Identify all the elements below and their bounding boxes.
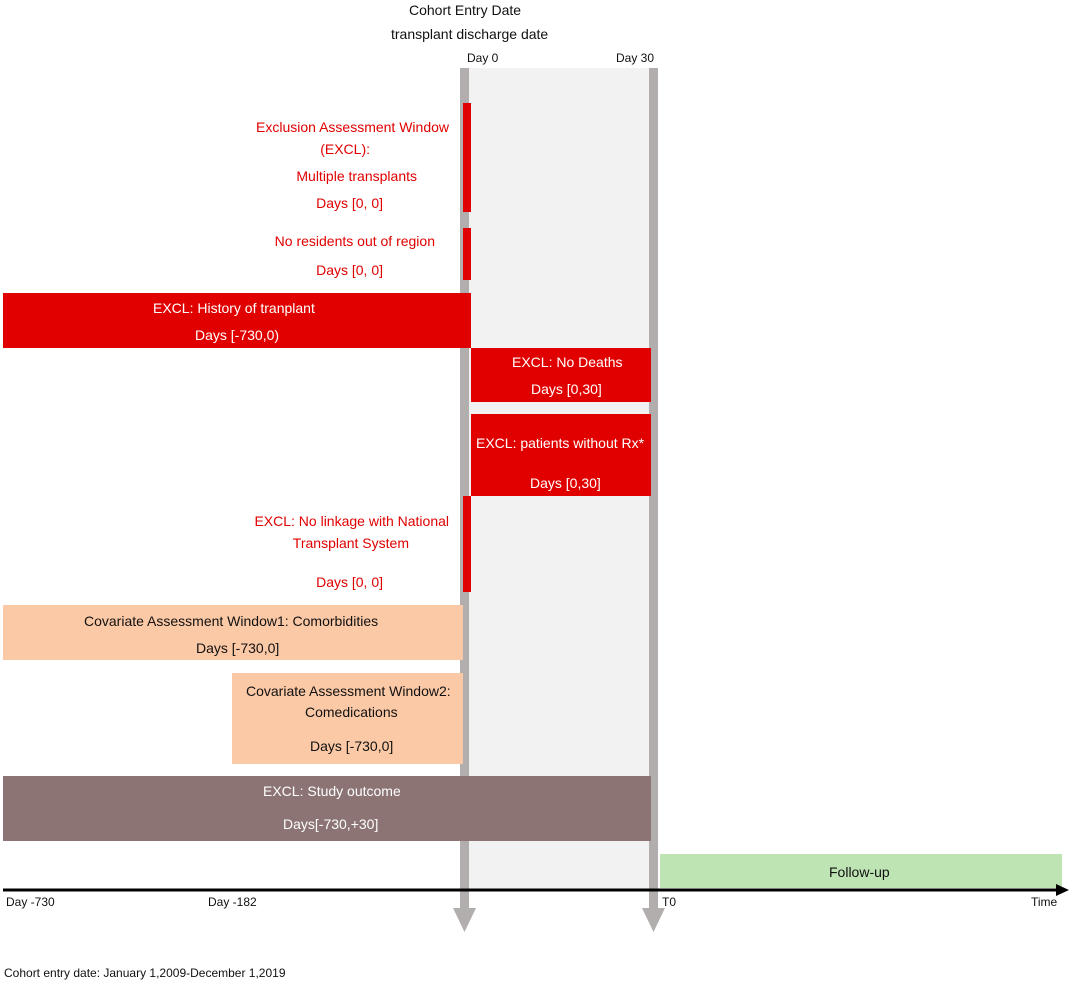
excl-outcome-label: EXCL: Study outcome xyxy=(263,783,401,799)
excl-multiple-days: Days [0, 0] xyxy=(316,195,383,211)
excl-linkage-days: Days [0, 0] xyxy=(316,574,383,590)
time-axis-arrowhead xyxy=(1056,884,1069,896)
excl-outcome-days: Days[-730,+30] xyxy=(283,816,379,832)
covariate-window1-bar xyxy=(3,605,463,660)
excl-residents-days: Days [0, 0] xyxy=(316,262,383,278)
excl-linkage-marker xyxy=(463,496,471,592)
covariate-window2-line1: Covariate Assessment Window2: xyxy=(246,683,451,699)
excl-multiple-marker xyxy=(463,103,471,212)
excl-multiple-line1: Exclusion Assessment Window xyxy=(256,119,449,135)
excl-deaths-label: EXCL: No Deaths xyxy=(512,354,623,370)
cohort-entry-title: Cohort Entry Date xyxy=(409,2,522,18)
excl-history-label: EXCL: History of tranplant xyxy=(153,300,315,316)
excl-linkage-line2: Transplant System xyxy=(292,535,409,551)
excl-multiple-line2: (EXCL): xyxy=(320,141,370,157)
covariate-window1-days: Days [-730,0] xyxy=(196,640,280,656)
axis-time: Time xyxy=(1031,895,1058,909)
excl-rx-days: Days [0,30] xyxy=(530,475,601,491)
excl-history-bar xyxy=(3,293,471,348)
excl-rx-bar: EXCL: patients without Rx* Days [0,30] xyxy=(471,414,651,496)
axis-day-minus-182: Day -182 xyxy=(208,895,257,909)
excl-residents-marker xyxy=(463,228,471,280)
excl-outcome-bar xyxy=(3,776,651,841)
excl-multiple-line3: Multiple transplants xyxy=(296,168,417,184)
covariate-window2-days: Days [-730,0] xyxy=(310,738,394,754)
day30-label: Day 30 xyxy=(616,51,655,65)
cohort-entry-footnote: Cohort entry date: January 1,2009-Decemb… xyxy=(4,966,286,980)
excl-deaths-days: Days [0,30] xyxy=(531,381,602,397)
day0-label: Day 0 xyxy=(467,51,499,65)
excl-residents-label: No residents out of region xyxy=(274,233,435,249)
excl-history-days: Days [-730,0) xyxy=(195,327,280,343)
excl-deaths-bar xyxy=(471,348,651,402)
axis-t0: T0 xyxy=(662,895,677,909)
covariate-window2-bar xyxy=(232,673,463,764)
excl-linkage-line1: EXCL: No linkage with National xyxy=(254,513,449,529)
covariate-window1-label: Covariate Assessment Window1: Comorbidit… xyxy=(84,613,379,629)
followup-bar xyxy=(660,854,1062,888)
axis-day-minus-730: Day -730 xyxy=(6,895,55,909)
covariate-window2-line2: Comedications xyxy=(305,704,398,720)
excl-rx-label: EXCL: patients without Rx* xyxy=(476,435,645,451)
followup-label: Follow-up xyxy=(829,864,890,880)
time-axis xyxy=(3,884,1069,896)
cohort-entry-subtitle: transplant discharge date xyxy=(391,26,549,42)
